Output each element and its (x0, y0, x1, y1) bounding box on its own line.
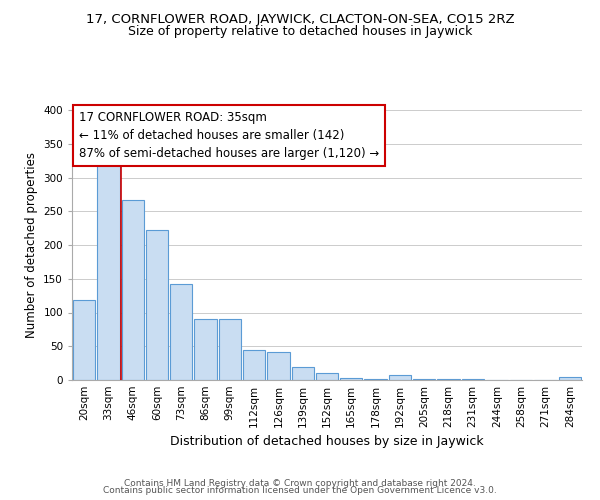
Bar (364, 378, 387, 380)
Text: 17 CORNFLOWER ROAD: 35sqm
← 11% of detached houses are smaller (142)
87% of semi: 17 CORNFLOWER ROAD: 35sqm ← 11% of detac… (79, 112, 380, 160)
Bar (437, 378, 460, 380)
Bar (218, 318, 241, 380)
Text: Size of property relative to detached houses in Jaywick: Size of property relative to detached ho… (128, 25, 472, 38)
Bar (559, 378, 581, 380)
Bar (194, 318, 217, 380)
Text: 17, CORNFLOWER ROAD, JAYWICK, CLACTON-ON-SEA, CO15 2RZ: 17, CORNFLOWER ROAD, JAYWICK, CLACTON-ON… (86, 12, 514, 26)
Bar (146, 230, 168, 380)
Text: Contains public sector information licensed under the Open Government Licence v3: Contains public sector information licen… (103, 486, 497, 495)
Bar (122, 200, 144, 380)
Bar (243, 350, 265, 380)
Bar (316, 373, 338, 380)
Bar (389, 376, 411, 380)
Bar (413, 378, 436, 380)
Bar (170, 284, 193, 380)
Bar (340, 378, 362, 380)
X-axis label: Distribution of detached houses by size in Jaywick: Distribution of detached houses by size … (170, 436, 484, 448)
Bar (73, 300, 95, 380)
Bar (97, 155, 119, 380)
Y-axis label: Number of detached properties: Number of detached properties (25, 152, 38, 338)
Bar (292, 366, 314, 380)
Text: Contains HM Land Registry data © Crown copyright and database right 2024.: Contains HM Land Registry data © Crown c… (124, 478, 476, 488)
Bar (267, 352, 290, 380)
